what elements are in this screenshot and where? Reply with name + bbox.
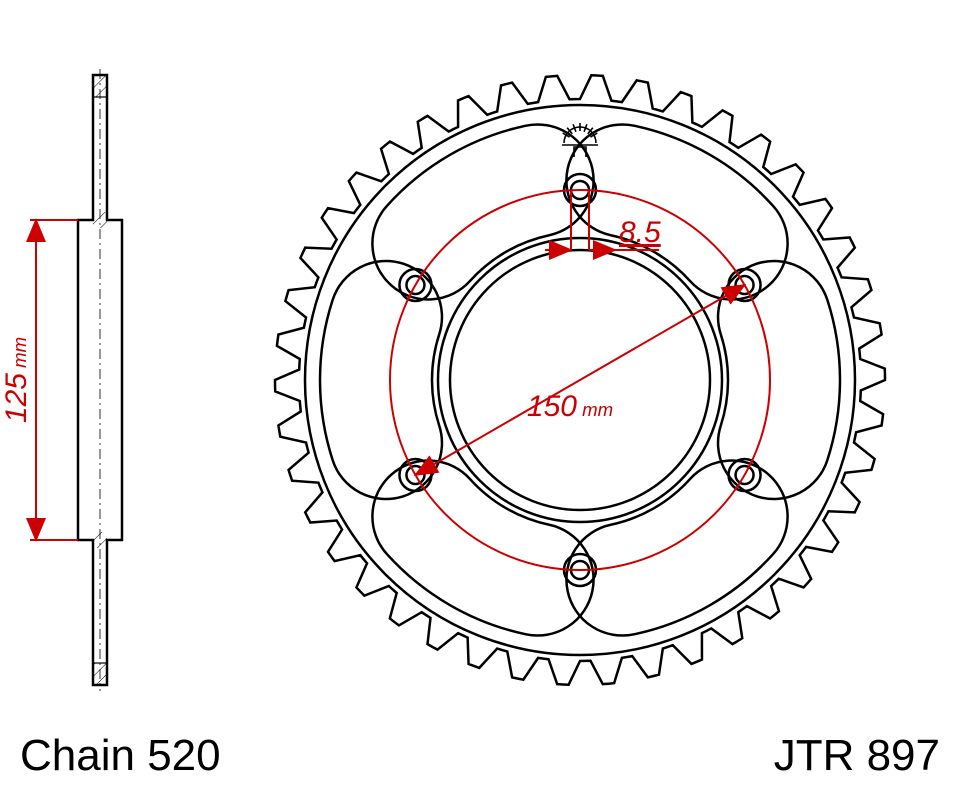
side-profile-view — [78, 69, 122, 691]
part-number-label: JTR 897 — [774, 731, 940, 780]
chain-label: Chain 520 — [20, 731, 221, 780]
dim-bolt-circle-value: 150 — [527, 390, 577, 423]
dim-hub-value: 125 — [0, 373, 33, 423]
technical-drawing: 125 mm150 mm8.5 Chain 520 JTR 897 — [0, 0, 961, 800]
dim-hub-unit: mm — [9, 337, 30, 373]
dim-bolt-hole: 8.5 — [619, 216, 661, 249]
logo-icon — [562, 123, 598, 157]
dim-hub-diameter: 125 mm — [0, 337, 33, 423]
dim-bolt-circle-unit: mm — [577, 399, 613, 420]
dim-bolt-circle: 150 mm — [527, 390, 613, 423]
